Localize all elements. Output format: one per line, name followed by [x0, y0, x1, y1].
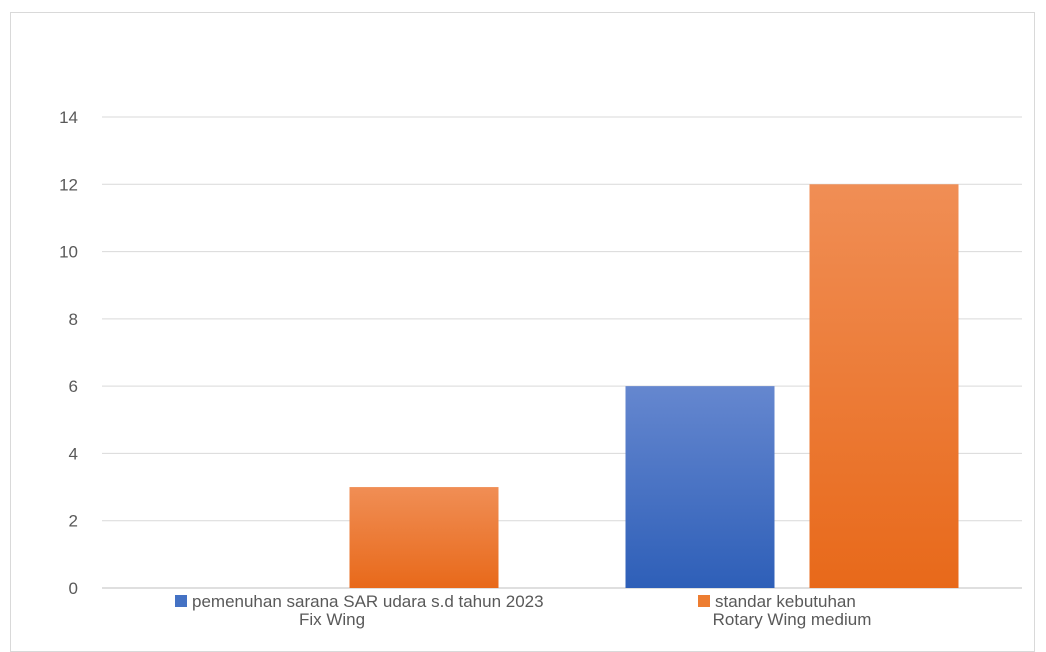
bar-pemenuhan-2: [625, 386, 775, 588]
bars: [349, 184, 959, 589]
y-tick-label: 6: [69, 377, 78, 396]
y-tick-label: 8: [69, 310, 78, 329]
y-tick-label: 12: [59, 175, 78, 194]
y-tick-label: 4: [69, 444, 78, 463]
legend: pemenuhan sarana SAR udara s.d tahun 202…: [175, 592, 856, 611]
y-tick-label: 10: [59, 243, 78, 262]
bar-chart: 0 2 4 6 8 10 12 14 Fix Wing Rotary Wing medium p…: [59, 108, 1022, 629]
category-label: Rotary Wing medium: [713, 610, 872, 629]
x-axis: Fix Wing Rotary Wing medium: [299, 610, 871, 629]
y-tick-label: 0: [69, 579, 78, 598]
legend-swatch: [698, 595, 710, 607]
legend-label: pemenuhan sarana SAR udara s.d tahun 202…: [192, 592, 544, 611]
y-axis: 0 2 4 6 8 10 12 14: [59, 108, 78, 598]
bar-standar-1: [349, 487, 499, 588]
y-tick-label: 2: [69, 512, 78, 531]
legend-swatch: [175, 595, 187, 607]
legend-label: standar kebutuhan: [715, 592, 856, 611]
category-label: Fix Wing: [299, 610, 365, 629]
y-tick-label: 14: [59, 108, 78, 127]
bar-standar-2: [809, 184, 959, 589]
